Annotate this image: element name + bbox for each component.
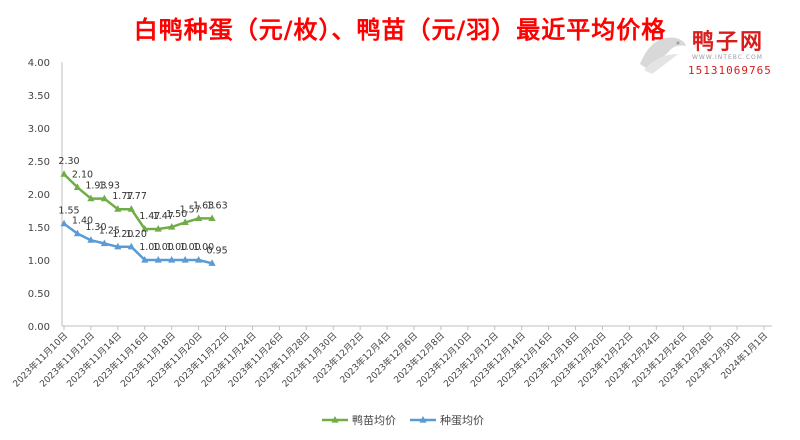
legend-label: 鸭苗均价 — [352, 414, 396, 427]
data-label: 1.30 — [85, 222, 106, 233]
series-point — [127, 242, 135, 250]
chart-axes: 0.000.501.001.502.002.503.003.504.002023… — [10, 58, 772, 390]
data-label: 1.25 — [99, 226, 120, 237]
series-point — [100, 239, 108, 247]
data-label: 1.00 — [166, 242, 187, 253]
series-point — [127, 205, 135, 212]
data-label: 0.95 — [206, 245, 227, 256]
data-label: 1.55 — [58, 206, 79, 217]
duck-logo-icon — [640, 37, 686, 74]
legend-label: 种蛋均价 — [440, 413, 484, 427]
data-label: 1.63 — [206, 200, 227, 211]
y-tick-label: 2.50 — [28, 157, 50, 168]
y-tick-label: 1.00 — [28, 256, 50, 267]
series-point — [195, 214, 203, 222]
data-label: 1.47 — [153, 211, 174, 222]
chart-series: 2.302.101.931.931.771.771.471.471.501.57… — [58, 156, 228, 266]
series-point — [154, 256, 162, 263]
legend-swatch-marker — [331, 416, 339, 423]
series-point — [87, 236, 95, 243]
y-tick-label: 4.00 — [28, 58, 50, 69]
y-tick-label: 0.50 — [28, 289, 50, 300]
data-label: 1.20 — [112, 229, 133, 240]
x-tick-label: 2024年1月1日 — [718, 330, 770, 382]
data-label: 1.63 — [193, 200, 214, 211]
watermark-url: WWW.INTEBC.COM — [692, 54, 763, 61]
data-label: 1.50 — [166, 209, 187, 220]
series-point — [168, 256, 176, 263]
data-label: 1.20 — [126, 229, 147, 240]
series-line-0 — [63, 173, 213, 231]
data-label: 1.00 — [193, 242, 214, 253]
y-tick-label: 2.00 — [28, 190, 50, 201]
data-label: 1.77 — [126, 191, 147, 202]
data-label: 1.93 — [85, 181, 106, 192]
series-point — [73, 229, 82, 237]
data-label: 1.57 — [180, 204, 201, 215]
data-label: 1.00 — [180, 242, 201, 253]
data-label: 1.00 — [153, 242, 174, 253]
watermark-phone: 15131069765 — [688, 64, 772, 77]
series-point — [181, 218, 189, 225]
y-tick-label: 3.50 — [28, 91, 50, 102]
chart-title: 白鸭种蛋（元/枚）、鸭苗（元/羽）最近平均价格 — [133, 16, 667, 44]
series-line-1 — [63, 222, 213, 265]
series-point — [154, 224, 162, 232]
watermark-brand: 鸭子网 — [692, 29, 765, 55]
series-point — [114, 205, 122, 212]
series-point — [141, 256, 149, 263]
y-tick-label: 3.00 — [28, 124, 50, 135]
y-tick-label: 1.50 — [28, 223, 50, 234]
data-label: 1.40 — [72, 216, 93, 227]
data-label: 2.10 — [72, 169, 93, 180]
chart-legend: 鸭苗均价 种蛋均价 — [322, 413, 484, 427]
series-point — [73, 183, 82, 190]
watermark-logo: 鸭子网 WWW.INTEBC.COM 15131069765 — [632, 24, 800, 88]
data-label: 2.30 — [58, 156, 79, 167]
series-point — [60, 170, 68, 177]
y-tick-label: 0.00 — [28, 322, 50, 333]
series-point — [100, 194, 108, 202]
series-point — [87, 194, 95, 202]
legend-swatch-marker — [419, 416, 427, 423]
data-label: 1.93 — [99, 181, 120, 192]
data-label: 1.47 — [139, 211, 160, 222]
series-point — [114, 242, 122, 250]
data-label: 1.00 — [139, 242, 160, 253]
series-point — [168, 223, 176, 230]
series-point — [60, 219, 68, 227]
series-point — [208, 259, 216, 266]
series-point — [141, 224, 149, 232]
series-point — [195, 256, 203, 263]
series-point — [208, 214, 216, 222]
series-point — [181, 256, 189, 263]
data-label: 1.77 — [112, 191, 133, 202]
